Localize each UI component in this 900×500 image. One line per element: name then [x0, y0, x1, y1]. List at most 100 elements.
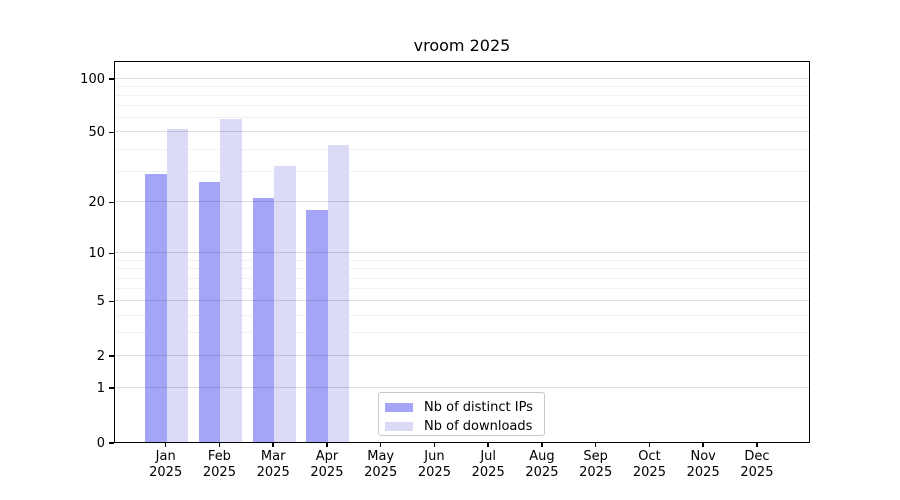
gridline-minor	[115, 277, 809, 279]
x-tick-label-sep: Sep 2025	[566, 449, 626, 480]
y-tick-label: 20	[88, 195, 105, 211]
x-tick-label-dec: Dec 2025	[727, 449, 787, 480]
legend-item-distinct-ips: Nb of distinct IPs	[385, 398, 536, 417]
x-tick-year: 2025	[579, 464, 613, 480]
x-tick-mark	[433, 443, 436, 447]
x-tick-label-jun: Jun 2025	[404, 449, 464, 480]
gridline-major	[115, 300, 809, 302]
x-tick-year: 2025	[686, 464, 720, 480]
x-tick-label-aug: Aug 2025	[512, 449, 572, 480]
x-tick-label-nov: Nov 2025	[673, 449, 733, 480]
gridline-minor	[115, 170, 809, 172]
x-tick-year: 2025	[202, 464, 236, 480]
x-tick-month: Dec	[744, 449, 770, 464]
x-tick-month: Jul	[480, 449, 497, 464]
x-tick-month: May	[367, 449, 395, 464]
x-tick-month: Aug	[529, 449, 555, 464]
legend-label-distinct-ips: Nb of distinct IPs	[424, 400, 533, 415]
legend-swatch-downloads	[385, 422, 413, 431]
y-tick-mark	[109, 355, 114, 357]
gridline-minor	[115, 105, 809, 107]
y-tick-mark	[109, 387, 114, 389]
x-tick-month: Sep	[583, 449, 608, 464]
plot-area	[114, 61, 810, 443]
x-tick-mark	[594, 443, 597, 447]
x-tick-label-mar: Mar 2025	[243, 449, 303, 480]
y-tick-mark	[109, 300, 114, 303]
y-tick-mark	[109, 442, 114, 444]
legend-item-downloads: Nb of downloads	[385, 417, 536, 436]
gridline-major	[115, 354, 809, 356]
x-tick-label-may: May 2025	[351, 449, 411, 480]
x-tick-year: 2025	[525, 464, 559, 480]
gridline-minor	[115, 85, 809, 87]
gridline-major	[115, 386, 809, 388]
y-tick-label: 0	[96, 435, 105, 451]
x-tick-mark	[756, 443, 758, 447]
x-tick-mark	[541, 443, 543, 447]
gridline-minor	[115, 259, 809, 261]
legend-label-downloads: Nb of downloads	[424, 419, 533, 434]
y-tick-label: 100	[80, 71, 105, 87]
x-tick-year: 2025	[310, 464, 344, 480]
x-tick-year: 2025	[417, 464, 451, 480]
y-tick-mark	[109, 201, 114, 204]
x-tick-year: 2025	[632, 464, 666, 480]
x-tick-label-apr: Apr 2025	[297, 449, 357, 480]
x-tick-label-oct: Oct 2025	[619, 449, 679, 480]
x-tick-mark	[702, 443, 704, 447]
x-tick-year: 2025	[740, 464, 774, 480]
gridline-major	[115, 131, 809, 133]
bar-distinct-ips-feb	[198, 182, 221, 442]
gridline-minor	[115, 148, 809, 150]
x-tick-month: Jun	[424, 449, 445, 464]
x-tick-mark	[326, 443, 328, 447]
gridline-minor	[115, 288, 809, 290]
x-tick-year: 2025	[149, 464, 183, 480]
y-tick-label: 50	[88, 125, 105, 141]
gridline-major	[115, 252, 809, 254]
bar-downloads-mar	[274, 166, 296, 442]
x-tick-month: Jan	[155, 449, 176, 464]
gridline-major	[115, 77, 809, 79]
x-tick-mark	[218, 443, 221, 447]
y-tick-label: 5	[96, 294, 105, 310]
gridline-minor	[115, 314, 809, 316]
bar-downloads-feb	[220, 119, 242, 442]
y-tick-label: 10	[88, 246, 105, 262]
x-tick-mark	[164, 443, 167, 447]
x-tick-year: 2025	[256, 464, 290, 480]
gridline-minor	[115, 94, 809, 96]
bar-downloads-jan	[166, 128, 189, 442]
x-tick-label-jul: Jul 2025	[458, 449, 518, 480]
y-tick-mark	[109, 78, 114, 80]
x-tick-month: Mar	[260, 449, 286, 464]
x-tick-mark	[379, 443, 382, 447]
bar-downloads-apr	[327, 145, 350, 442]
bar-distinct-ips-jan	[145, 173, 167, 442]
x-tick-year: 2025	[471, 464, 505, 480]
y-tick-mark	[109, 252, 114, 255]
gridline-minor	[115, 117, 809, 119]
bar-distinct-ips-mar	[252, 198, 275, 442]
x-tick-month: Oct	[638, 449, 661, 464]
y-tick-label: 1	[96, 380, 105, 396]
x-tick-year: 2025	[364, 464, 398, 480]
y-tick-mark	[109, 131, 114, 134]
gridline-minor	[115, 332, 809, 334]
x-tick-mark	[648, 443, 651, 447]
y-tick-label: 2	[96, 348, 105, 364]
gridline-major	[115, 201, 809, 203]
bar-distinct-ips-apr	[306, 209, 328, 442]
x-tick-mark	[487, 443, 489, 447]
legend-swatch-distinct-ips	[385, 403, 413, 412]
x-tick-label-jan: Jan 2025	[136, 449, 196, 480]
chart-title: vroom 2025	[413, 36, 511, 55]
x-tick-month: Nov	[690, 449, 716, 464]
legend: Nb of distinct IPs Nb of downloads	[378, 392, 545, 436]
x-tick-label-feb: Feb 2025	[189, 449, 249, 480]
x-tick-mark	[272, 443, 274, 447]
x-tick-month: Apr	[315, 449, 339, 464]
gridline-minor	[115, 268, 809, 270]
